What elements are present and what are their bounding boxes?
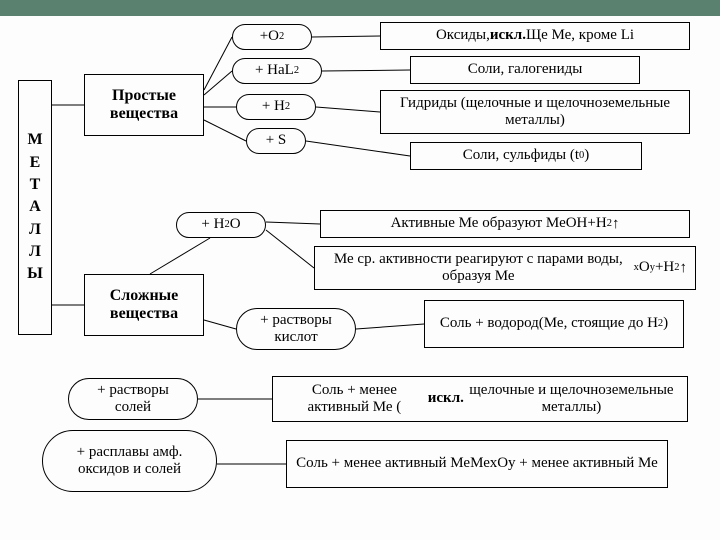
acid-b: (Ме, стоящие до Н bbox=[539, 315, 658, 332]
sulfides-text-b: ) bbox=[584, 147, 589, 164]
reagent-s: + S bbox=[246, 128, 306, 154]
reagent-salt-solutions: + растворы солей bbox=[68, 378, 198, 420]
product-salt-solution: Соль + менее активный Ме (искл. щелочные… bbox=[272, 376, 688, 422]
reagent-o2: +O2 bbox=[232, 24, 312, 50]
product-oxides: Оксиды, искл. Ще Ме, кроме Li bbox=[380, 22, 690, 50]
aoh-text: Активные Ме образуют МеОН+Н bbox=[391, 215, 607, 232]
reagent-hal2-text: + HaL bbox=[255, 62, 294, 79]
reagent-o2-text: +O bbox=[260, 28, 279, 45]
amf-b: МехОу + менее активный Ме bbox=[470, 455, 658, 472]
reagent-h2: + H2 bbox=[236, 94, 316, 120]
acid-a: Соль + водород bbox=[440, 315, 539, 332]
product-hydrides: Гидриды (щелочные и щелочноземельные мет… bbox=[380, 90, 690, 134]
product-acid: Соль + водород(Ме, стоящие до Н2) bbox=[424, 300, 684, 348]
sulfides-text-a: Соли, сульфиды (t bbox=[463, 147, 579, 164]
mid-b: О bbox=[639, 259, 650, 276]
reagent-hal2: + HaL2 bbox=[232, 58, 322, 84]
top-accent-bar bbox=[0, 0, 720, 16]
mid-c: +Н bbox=[655, 259, 674, 276]
reagent-h2-text: + H bbox=[262, 98, 285, 115]
category-complex: Сложные вещества bbox=[84, 274, 204, 336]
product-sulfides: Соли, сульфиды (t0) bbox=[410, 142, 642, 170]
amf-a: Соль + менее активный Ме bbox=[296, 455, 470, 472]
product-amphoteric: Соль + менее активный МеМехОу + менее ак… bbox=[286, 440, 668, 488]
root-metals: МЕТАЛЛЫ bbox=[18, 80, 52, 335]
reagent-amphoteric-melts: + расплавы амф. оксидов и солей bbox=[42, 430, 217, 492]
reagent-acids: + растворы кислот bbox=[236, 308, 356, 350]
mid-a: Ме ср. активности реагируют с парами вод… bbox=[323, 251, 634, 286]
category-simple: Простые вещества bbox=[84, 74, 204, 136]
reagent-h2o: + H2O bbox=[176, 212, 266, 238]
reagent-h2o-text: + H bbox=[201, 216, 224, 233]
product-active-water: Активные Ме образуют МеОН+Н2↑ bbox=[320, 210, 690, 238]
acid-c: ) bbox=[663, 315, 668, 332]
product-mid-water: Ме ср. активности реагируют с парами вод… bbox=[314, 246, 696, 290]
product-halides: Соли, галогениды bbox=[410, 56, 640, 84]
